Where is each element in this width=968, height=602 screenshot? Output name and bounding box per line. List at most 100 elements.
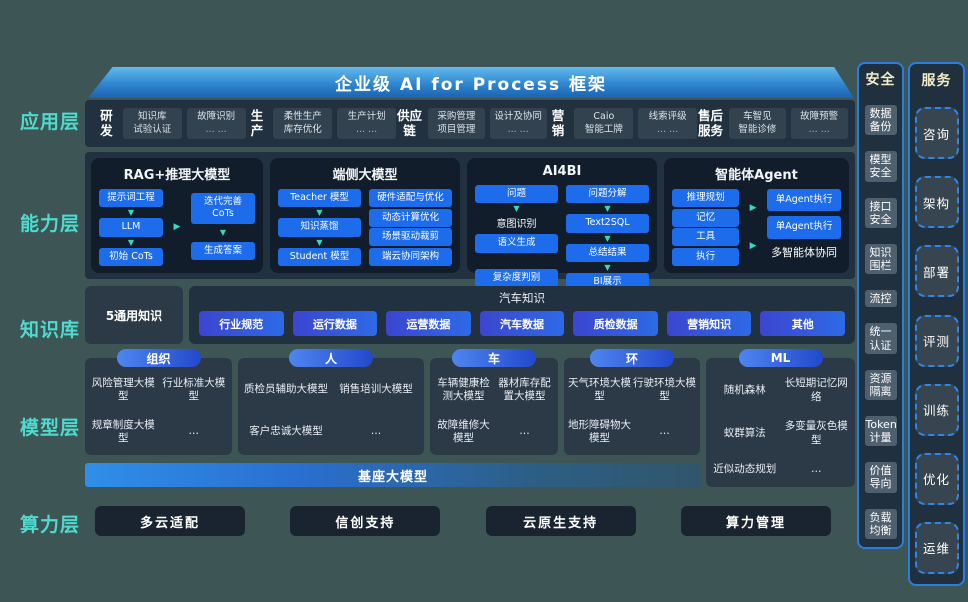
model-item: … (188, 425, 200, 438)
model-item: 天气环境大模型 (568, 376, 631, 402)
app-item-line: 智能工牌 (584, 123, 623, 135)
knowledge-pill: 运营数据 (386, 311, 471, 336)
flow-step: 工具 (672, 228, 740, 247)
foundation-model-bar: 基座大模型 (85, 463, 701, 487)
app-group-after-sales: 售后服务 车智见 智能诊修 故障预警 ... ... (697, 107, 848, 140)
model-item: 蚁群算法 (723, 426, 766, 439)
card-title: 端侧大模型 (332, 168, 398, 183)
flow-step: 语义生成 (475, 234, 558, 253)
model-item: … (659, 425, 670, 438)
app-item-line: ... ... (808, 123, 830, 135)
service-item: 运维 (914, 521, 959, 574)
multi-agent-caption: 多智能体协同 (771, 245, 838, 259)
model-item: 行业标准大模型 (162, 376, 226, 402)
app-item-line: 采购管理 (437, 110, 476, 122)
app-group-label: 研发 (100, 108, 113, 138)
app-item-line: ... ... (507, 123, 529, 135)
compute-item-management: 算力管理 (680, 506, 831, 536)
app-item-line: 故障预警 (800, 110, 839, 122)
knowledge-pill: 质检数据 (573, 311, 658, 336)
model-item: … (370, 425, 382, 438)
card-title: RAG+推理大模型 (123, 168, 231, 183)
flow-step: 执行 (672, 247, 740, 266)
model-item: 质检员辅助大模型 (244, 383, 328, 396)
model-card-ml: ML 随机森林 长短期记忆网络 蚁群算法 多变量灰色模型 近似动态规划 … (706, 349, 855, 487)
service-item: 部署 (914, 245, 959, 298)
app-item-line: 柔性生产 (283, 110, 322, 122)
service-item: 优化 (914, 452, 959, 505)
app-group-supply-chain: 供应链 采购管理 项目管理 设计及协同 ... ... (396, 107, 547, 140)
security-item: 数据备份 (864, 104, 897, 136)
layer-label-compute: 算力层 (20, 514, 81, 536)
model-card-environment: 环 天气环境大模型 行驶环境大模型 地形障碍物大模型 … (564, 349, 700, 455)
app-item-line: 知识库 (138, 110, 167, 122)
model-item: 近似动态规划 (713, 463, 777, 476)
compute-item-xinchuang: 信创支持 (290, 506, 441, 536)
arrow-down-icon: ▼ (127, 237, 135, 247)
compute-layer-band: 多云适配 信创支持 云原生支持 算力管理 (85, 505, 855, 537)
flow-step: 场景驱动裁剪 (369, 228, 452, 247)
model-item: 多变量灰色模型 (784, 420, 848, 446)
security-panel-title: 安全 (865, 72, 896, 88)
compute-item-cloud-native: 云原生支持 (485, 506, 636, 536)
app-group-label: 营销 (551, 108, 565, 138)
layer-label-application: 应用层 (20, 111, 81, 133)
app-item-line: 设计及协同 (494, 110, 542, 122)
arrow-down-icon: ▼ (219, 228, 227, 238)
app-item-box: Caio 智能工牌 (574, 107, 634, 140)
model-card-organization: 组织 风险管理大模型 行业标准大模型 规章制度大模型 … (85, 349, 232, 455)
compute-item-multicloud: 多云适配 (95, 506, 245, 536)
service-item: 训练 (914, 383, 959, 436)
app-item-box: 柔性生产 库存优化 (273, 107, 333, 140)
app-item-box: 故障识别 ... ... (186, 107, 246, 140)
model-item: … (519, 425, 530, 438)
model-card-vehicle: 车 车辆健康检测大模型 器材库存配置大模型 故障维修大模型 … (430, 349, 558, 455)
flow-step: 问题分解 (566, 185, 649, 204)
arrow-down-icon: ▼ (513, 204, 520, 214)
app-item-box: 采购管理 项目管理 (428, 107, 485, 140)
app-group-label: 售后服务 (698, 108, 724, 138)
model-item: 车辆健康检测大模型 (437, 376, 490, 402)
category-pill: 人 (289, 349, 373, 367)
security-item: 负载均衡 (864, 508, 897, 539)
model-item: 客户忠诚大模型 (249, 425, 323, 438)
flow-step: 硬件适配与优化 (369, 189, 452, 208)
capability-card-agent: 智能体Agent 推理规划 记忆 工具 执行 ▶ ▶ 单Agent执行 单Age… (664, 158, 849, 273)
model-item: 长短期记忆网络 (784, 377, 848, 403)
app-item-line: 项目管理 (437, 123, 476, 135)
knowledge-pill: 运行数据 (292, 311, 378, 336)
framework-title-banner: 企业级 AI for Process 框架 (88, 67, 854, 98)
app-item-line: 试验认证 (133, 123, 172, 135)
model-item: 随机森林 (723, 383, 766, 396)
category-pill: 环 (590, 349, 674, 367)
flow-step: Text2SQL (566, 214, 649, 233)
app-group-label: 供应链 (397, 108, 423, 138)
security-item: 流控 (864, 290, 897, 308)
flow-step: 提示词工程 (99, 189, 163, 208)
arrow-down-icon: ▼ (604, 233, 611, 243)
auto-knowledge-title: 汽车知识 (499, 291, 545, 305)
app-item-line: 车智见 (743, 110, 772, 122)
flow-step: LLM (99, 218, 163, 237)
knowledge-pill: 营销知识 (666, 311, 752, 336)
category-pill: 车 (452, 349, 536, 367)
app-item-line: ... ... (356, 123, 378, 135)
security-item: 价值导向 (864, 462, 897, 493)
app-group-rnd: 研发 知识库 试验认证 故障识别 ... ... (95, 107, 246, 140)
service-panel: 服务 咨询 架构 部署 评测 训练 优化 运维 (908, 62, 965, 586)
app-group-production: 生产 柔性生产 库存优化 生产计划 ... ... (246, 107, 397, 140)
app-group-label: 生产 (250, 108, 264, 138)
arrow-down-icon: ▼ (604, 263, 611, 273)
category-pill: ML (738, 349, 823, 367)
flow-step: 推理规划 (672, 189, 740, 208)
flow-step: 单Agent执行 (767, 189, 841, 212)
layer-label-model: 模型层 (20, 417, 81, 439)
knowledge-pill: 汽车数据 (479, 311, 565, 336)
app-item-line: ... ... (205, 123, 227, 135)
flow-step: 动态计算优化 (369, 208, 452, 227)
general-knowledge-card: 5通用知识 (85, 286, 183, 344)
auto-knowledge-card: 汽车知识 行业规范 运行数据 运营数据 汽车数据 质检数据 营销知识 其他 (189, 286, 855, 344)
flow-step: Student 模型 (278, 247, 361, 267)
security-item: 模型安全 (864, 151, 897, 182)
flow-step: 端云协同架构 (369, 247, 452, 267)
